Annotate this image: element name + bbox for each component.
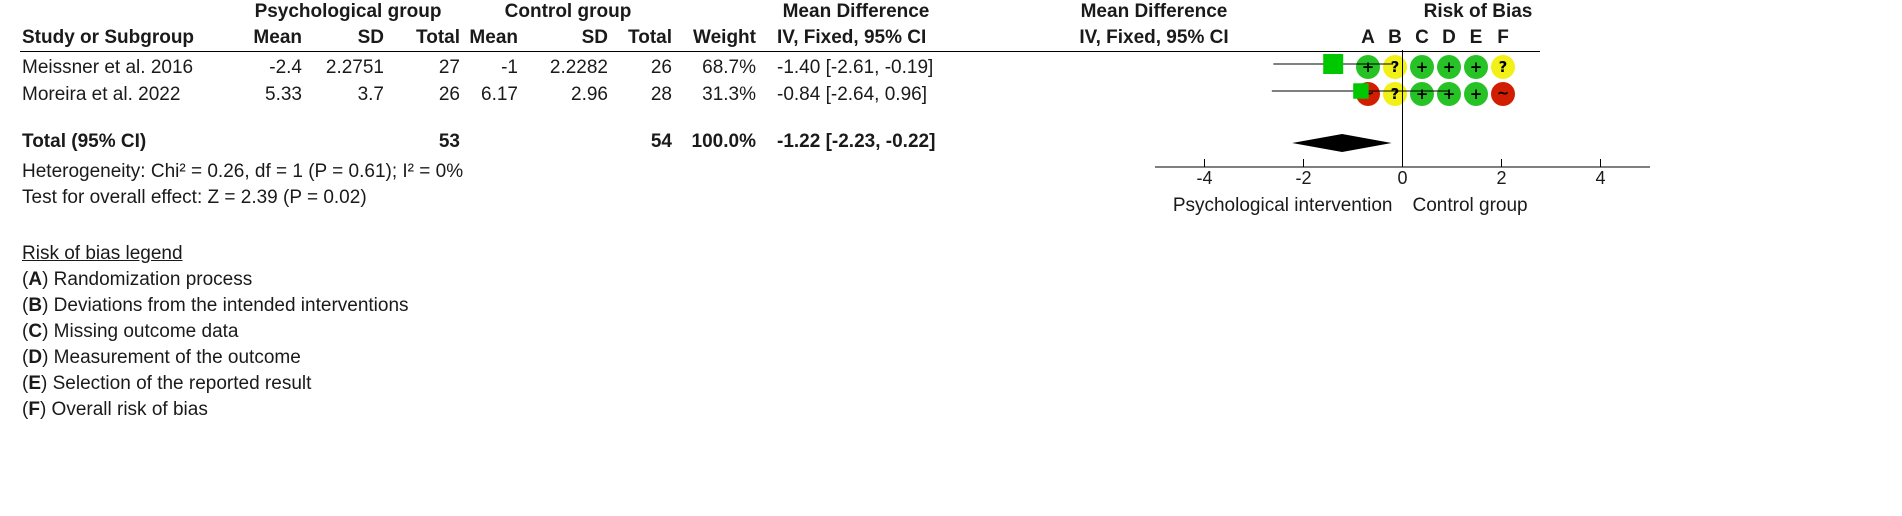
pooled-ci-text: -1.22 [-2.23, -0.22] [777,131,936,152]
x-tick-label: -2 [1295,168,1311,188]
rob-legend-text: Randomization process [53,269,253,290]
rob-dot-low: + [1410,82,1434,106]
rob-legend-item: (B) Deviations from the intended interve… [22,295,409,316]
rob-legend-item: (E) Selection of the reported result [22,373,312,394]
total1-sum: 53 [438,131,460,152]
weight-value: 68.7% [702,57,756,78]
header-rule [20,51,1540,52]
overall-effect-text: Test for overall effect: Z = 2.39 (P = 0… [22,187,367,208]
rob-domain-f: F [1497,27,1509,48]
rob-legend-title: Risk of bias legend [22,243,183,264]
mean2-value: -1 [501,57,518,78]
rob-legend-text: Missing outcome data [53,321,239,342]
rob-legend-text: Overall risk of bias [51,399,208,420]
rob-legend-key: F [28,399,40,420]
rob-legend-item: (D) Measurement of the outcome [22,347,301,368]
rob-legend-item: (C) Missing outcome data [22,321,239,342]
total1-header: Total [416,27,460,48]
rob-dot-low: + [1356,55,1380,79]
ci-text: -1.40 [-2.61, -0.19] [777,57,934,78]
md-column-header: Mean Difference [782,1,930,22]
total2-value: 28 [650,84,672,105]
x-tick-label: -4 [1196,168,1212,188]
rob-dot-low: + [1437,82,1461,106]
rob-domain-d: D [1442,27,1456,48]
rob-dot-low: + [1437,55,1461,79]
rob-dot-low: + [1464,82,1488,106]
mean2-value: 6.17 [481,84,518,105]
total1-value: 26 [438,84,460,105]
mean1-value: 5.33 [265,84,302,105]
rob-dot-low: + [1410,55,1434,79]
group2-header: Control group [504,1,632,22]
rob-legend-text: Deviations from the intended interventio… [53,295,409,316]
sd1-value: 2.2751 [325,57,384,78]
x-tick-label: 2 [1496,168,1506,188]
rob-domain-b: B [1388,27,1402,48]
x-tick-label: 0 [1397,168,1407,188]
rob-header: Risk of Bias [1423,1,1533,22]
study-column-header: Study or Subgroup [22,27,195,48]
study-name: Moreira et al. 2022 [22,84,181,105]
total2-sum: 54 [650,131,672,152]
mean1-header: Mean [253,27,302,48]
heterogeneity-text: Heterogeneity: Chi² = 0.26, df = 1 (P = … [22,161,464,182]
rob-legend-key: E [28,373,42,394]
total1-value: 27 [438,57,460,78]
study-name: Meissner et al. 2016 [22,57,194,78]
total2-value: 26 [650,57,672,78]
effect-square [1353,83,1369,99]
total-label: Total (95% CI) [22,131,147,152]
rob-dot-high: ~ [1491,82,1515,106]
method-column-header: IV, Fixed, 95% CI [777,27,927,48]
x-tick-label: 4 [1595,168,1605,188]
sd2-value: 2.2282 [549,57,608,78]
rob-domain-a: A [1361,27,1375,48]
sd2-value: 2.96 [571,84,608,105]
left-direction-label: Psychological intervention [1173,195,1393,216]
weight-value: 31.3% [702,84,756,105]
rob-dot-low: + [1464,55,1488,79]
sd1-header: SD [357,27,384,48]
pooled-diamond [1292,134,1392,152]
total2-header: Total [628,27,672,48]
mean2-header: Mean [469,27,518,48]
forest-plot: -4 -2 0 2 4 Psychological intervention Control… [1155,50,1650,216]
rob-dot-some: ? [1491,55,1515,79]
sd1-value: 3.7 [357,84,384,105]
mean1-value: -2.4 [269,57,302,78]
rob-domain-e: E [1469,27,1483,48]
rob-legend-text: Measurement of the outcome [53,347,301,368]
rob-legend-key: C [28,321,43,342]
rob-legend-text: Selection of the reported result [52,373,312,394]
effect-square [1323,54,1344,74]
md-plot-header: Mean Difference [1080,1,1228,22]
ci-text: -0.84 [-2.64, 0.96] [777,84,927,105]
method-plot-header: IV, Fixed, 95% CI [1079,27,1229,48]
rob-legend-key: B [28,295,43,316]
rob-legend-item: (F) Overall risk of bias [22,399,208,420]
sd2-header: SD [581,27,608,48]
rob-legend-item: (A) Randomization process [22,269,253,290]
weight-header: Weight [693,27,756,48]
rob-legend-key: A [28,269,43,290]
rob-domain-c: C [1415,27,1429,48]
total-weight: 100.0% [691,131,756,152]
rob-legend-key: D [28,347,43,368]
right-direction-label: Control group [1413,195,1528,216]
group1-header: Psychological group [254,1,442,22]
